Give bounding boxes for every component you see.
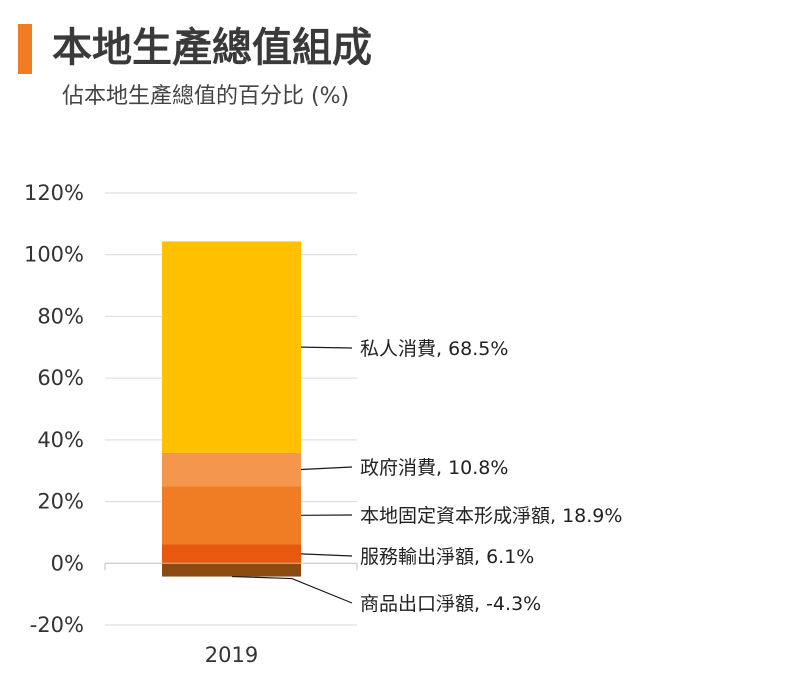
callout-line xyxy=(300,466,353,471)
y-tick-label: 80% xyxy=(37,304,84,328)
x-axis-ticks: 2019 xyxy=(205,643,258,667)
zero-axis xyxy=(104,562,358,571)
chart-subtitle: 佔本地生產總值的百分比 (%) xyxy=(62,84,350,109)
segment-callouts: 商品出口淨額, -4.3% 服務輸出淨額, 6.1% 本地固定資本形成淨額, 18.… xyxy=(231,338,622,615)
callout-line xyxy=(300,553,353,557)
y-tick-label: 40% xyxy=(37,428,84,452)
y-tick-label: 100% xyxy=(24,243,84,267)
title-accent-bar xyxy=(18,24,32,74)
bar-segment xyxy=(162,452,301,487)
callout-line xyxy=(300,346,353,349)
y-tick-label: 0% xyxy=(51,551,84,575)
bar-segment xyxy=(162,486,301,545)
segment-label: 服務輸出淨額, 6.1% xyxy=(360,546,534,568)
segment-label: 商品出口淨額, -4.3% xyxy=(360,593,541,615)
y-tick-label: -20% xyxy=(30,613,84,637)
y-tick-label: 20% xyxy=(37,490,84,514)
bar-segment xyxy=(162,241,301,453)
segment-label: 政府消費, 10.8% xyxy=(360,457,508,479)
segment-label: 私人消費, 68.5% xyxy=(360,338,508,360)
callout-line xyxy=(231,575,353,604)
chart-title: 本地生產總值組成 xyxy=(52,25,372,71)
y-tick-label: 60% xyxy=(37,366,84,390)
bar-segment xyxy=(162,563,301,577)
y-axis-ticks: -20% 0% 20% 40% 60% 80% 100% 120% xyxy=(24,181,84,637)
segment-label: 本地固定資本形成淨額, 18.9% xyxy=(360,505,622,527)
x-tick-label: 2019 xyxy=(205,643,258,667)
bar-segments xyxy=(162,241,301,577)
y-tick-label: 120% xyxy=(24,181,84,205)
bar-segment xyxy=(162,544,301,564)
